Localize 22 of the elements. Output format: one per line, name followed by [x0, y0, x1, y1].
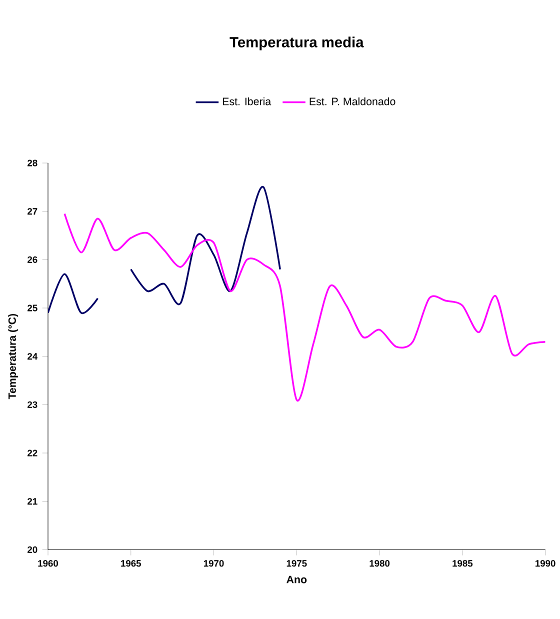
legend-label: Est. P. Maldonado	[310, 97, 396, 106]
line-series	[64, 212, 546, 401]
x-tick-label: 1980	[370, 560, 390, 567]
y-tick-label: 22	[28, 450, 38, 456]
y-tick-label: 27	[28, 208, 38, 215]
y-tick-label: 28	[28, 160, 38, 166]
x-tick-label: 1965	[121, 560, 142, 567]
x-tick-label: 1970	[204, 560, 224, 567]
y-tick-label: 25	[28, 304, 38, 312]
x-tick-label: 1975	[286, 560, 307, 567]
y-tick-label: 23	[28, 401, 38, 408]
y-tick-label: 26	[28, 256, 38, 263]
x-tick-label: 1960	[38, 560, 58, 567]
y-tick-label: 21	[28, 498, 38, 505]
x-tick-label: 1990	[536, 560, 556, 567]
y-axis-title: Temperatura (°C)	[8, 314, 18, 400]
x-axis-title: Ano	[286, 576, 307, 584]
x-tick-label: 1985	[452, 560, 473, 567]
y-tick-label: 20	[28, 546, 38, 553]
legend-label: Est. Iberia	[222, 97, 272, 106]
y-tick-label: 24	[28, 353, 38, 360]
chart-title: Temperatura media	[230, 36, 364, 50]
